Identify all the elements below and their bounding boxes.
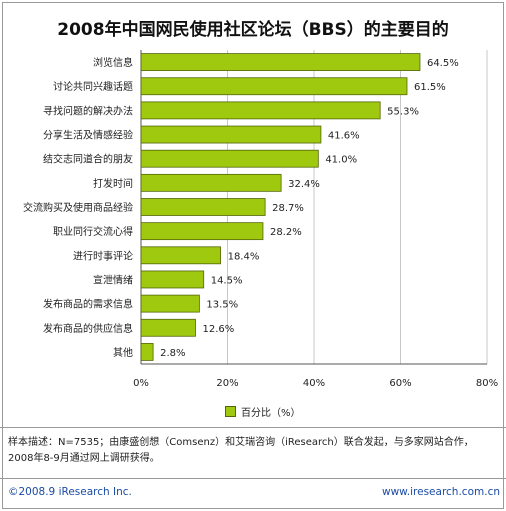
data-label: 55.3%	[387, 106, 419, 117]
bar	[140, 53, 421, 71]
category-label: 交流购买及使用商品经验	[23, 201, 133, 214]
bar	[140, 198, 266, 216]
data-label: 41.6%	[328, 131, 360, 142]
legend-swatch	[225, 406, 236, 417]
bar	[140, 101, 381, 120]
x-tick-label: 80%	[476, 378, 498, 389]
data-label: 12.6%	[202, 324, 234, 335]
copyright-text: ©2008.9 iResearch Inc.	[8, 486, 132, 498]
data-label: 61.5%	[414, 82, 446, 93]
sample-note: 样本描述：N=7535；由康盛创想（Comsenz）和艾瑞咨询（iResearc…	[8, 437, 474, 464]
data-label: 13.5%	[206, 300, 238, 311]
x-tick-label: 60%	[389, 378, 411, 389]
category-label: 浏览信息	[93, 56, 133, 69]
legend-label: 百分比（%）	[241, 408, 301, 419]
bar	[140, 343, 154, 361]
bar	[140, 318, 196, 337]
category-label: 讨论共同兴趣话题	[53, 80, 133, 93]
data-label: 18.4%	[228, 251, 260, 262]
bar	[140, 125, 322, 144]
x-tick-label: 0%	[133, 378, 149, 389]
bar	[140, 222, 264, 241]
bar	[140, 294, 200, 313]
bar	[140, 149, 319, 168]
separator-line	[0, 478, 506, 479]
category-label: 发布商品的供应信息	[43, 322, 133, 335]
data-label: 41.0%	[325, 155, 357, 166]
bar	[140, 77, 408, 96]
data-label: 64.5%	[427, 58, 459, 69]
category-label: 分享生活及情感经验	[43, 129, 133, 142]
category-label: 宣泄情绪	[93, 273, 133, 286]
data-label: 32.4%	[288, 179, 320, 190]
category-label: 打发时间	[93, 177, 133, 190]
bar	[140, 270, 205, 289]
x-tick-label: 40%	[303, 378, 325, 389]
website-link[interactable]: www.iresearch.com.cn	[381, 486, 500, 498]
data-label: 2.8%	[160, 348, 185, 359]
separator-line	[0, 427, 506, 428]
data-label: 28.7%	[272, 203, 304, 214]
chart-title: 2008年中国网民使用社区论坛（BBS）的主要目的	[57, 20, 449, 40]
data-label: 14.5%	[211, 275, 243, 286]
legend: 百分比（%）	[225, 404, 301, 419]
x-tick-label: 20%	[216, 378, 238, 389]
data-label: 28.2%	[270, 227, 302, 238]
category-label: 职业同行交流心得	[53, 225, 133, 238]
category-label: 发布商品的需求信息	[43, 298, 133, 311]
bar-chart: 0% 20% 40% 60% 80% 浏览信息 64.5% 讨论共同兴趣话题 61.5% 寻找问题…	[23, 50, 498, 389]
bar	[140, 173, 282, 192]
category-label: 进行时事评论	[73, 249, 133, 262]
category-label: 寻找问题的解决办法	[43, 104, 133, 117]
category-label: 结交志同道合的朋友	[43, 153, 133, 166]
bar	[140, 246, 221, 265]
category-label: 其他	[113, 346, 133, 359]
